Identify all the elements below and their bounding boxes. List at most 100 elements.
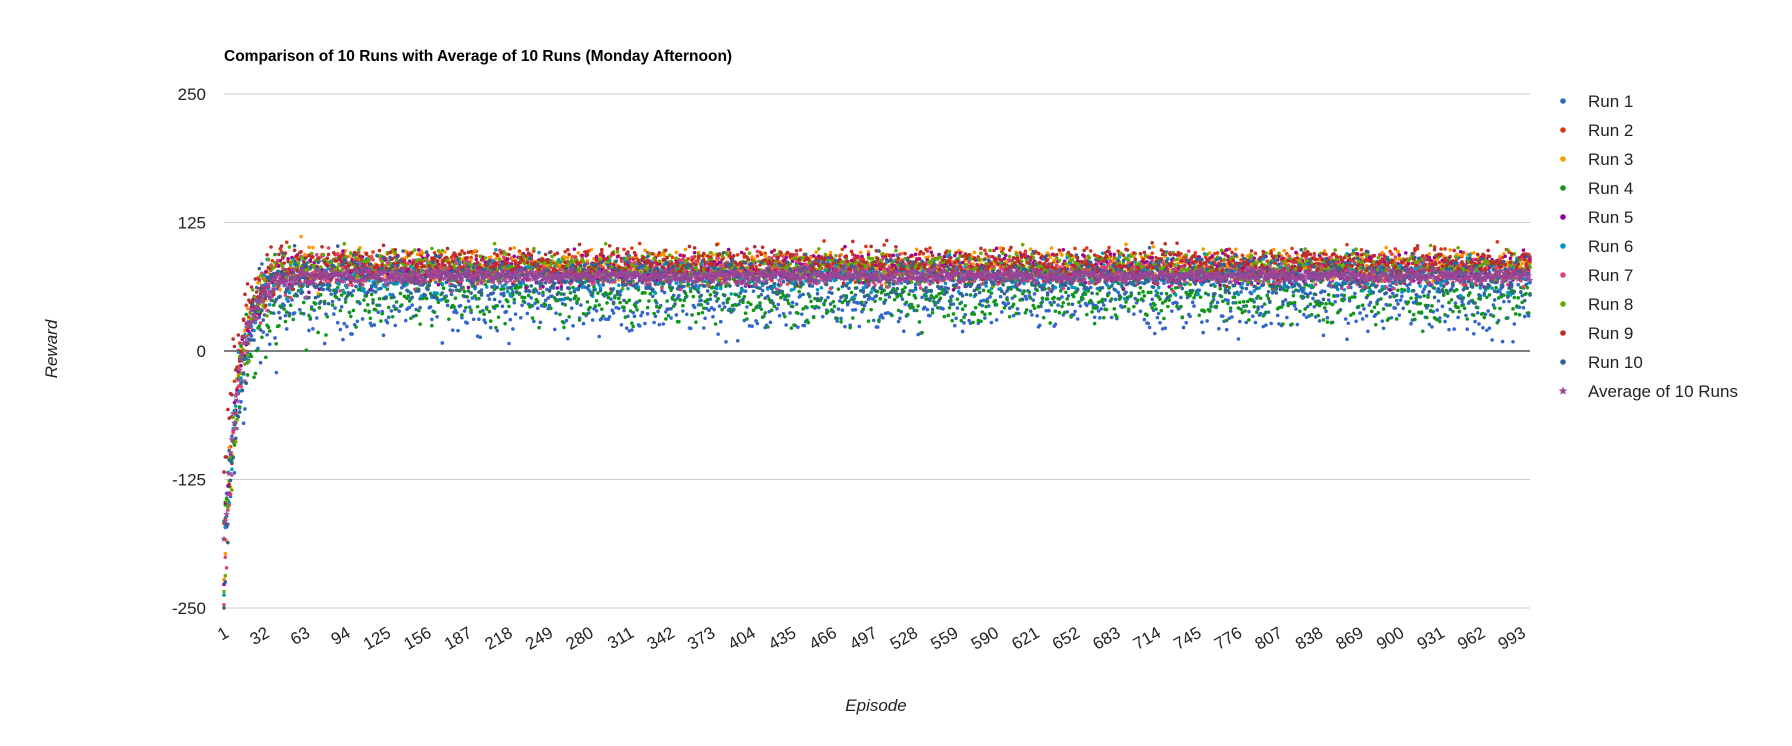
run-point xyxy=(619,323,624,327)
run-point xyxy=(299,311,303,316)
run-point xyxy=(1445,291,1450,296)
run-point xyxy=(971,262,975,266)
run-point xyxy=(1100,297,1105,302)
run-point xyxy=(826,309,830,314)
run-point xyxy=(252,375,256,380)
run-point xyxy=(755,304,760,308)
run-point xyxy=(486,293,490,298)
run-point xyxy=(822,302,826,307)
run-point xyxy=(915,308,919,313)
run-point xyxy=(1179,304,1183,309)
run-point xyxy=(554,311,558,315)
run-point xyxy=(575,299,579,304)
run-point xyxy=(535,306,540,311)
run-point xyxy=(810,304,815,309)
run-point xyxy=(690,313,694,317)
run-point xyxy=(1234,300,1238,305)
run-point xyxy=(809,299,813,304)
run-point xyxy=(1520,261,1524,266)
run-point xyxy=(430,317,434,322)
run-point xyxy=(606,295,611,300)
run-point xyxy=(1495,320,1500,325)
run-point xyxy=(555,298,560,303)
run-point xyxy=(1321,333,1326,338)
run-point xyxy=(1317,303,1322,308)
run-point xyxy=(1291,293,1296,298)
run-point xyxy=(1302,312,1306,317)
run-point xyxy=(742,318,747,323)
run-point xyxy=(1006,301,1011,306)
run-point xyxy=(245,373,250,377)
run-point xyxy=(1262,302,1267,306)
chart-title: Comparison of 10 Runs with Average of 10… xyxy=(224,48,732,65)
run-point xyxy=(618,300,622,305)
run-point xyxy=(664,317,668,321)
run-point xyxy=(477,317,481,322)
run-point xyxy=(716,297,720,301)
run-point xyxy=(1215,251,1220,255)
run-point xyxy=(1373,322,1378,327)
run-point xyxy=(1451,309,1455,314)
run-point xyxy=(466,285,471,290)
run-point xyxy=(1002,306,1007,310)
run-point xyxy=(1202,309,1207,314)
run-point xyxy=(1023,311,1028,315)
run-point xyxy=(1325,316,1330,320)
run-point xyxy=(622,305,626,310)
run-point xyxy=(309,307,314,311)
run-point xyxy=(541,293,545,298)
run-point xyxy=(772,304,777,309)
run-point xyxy=(984,304,988,309)
run-point xyxy=(1028,247,1033,251)
run-point xyxy=(1090,310,1094,314)
run-point xyxy=(704,306,709,311)
run-point xyxy=(244,303,249,308)
run-point xyxy=(797,289,802,294)
run-point xyxy=(1159,291,1164,296)
run-point xyxy=(1343,317,1348,321)
run-point xyxy=(1053,322,1058,327)
run-point xyxy=(373,307,378,312)
run-point xyxy=(1381,326,1386,331)
run-point xyxy=(1251,298,1255,302)
data-points xyxy=(220,234,1534,610)
run-point xyxy=(1094,306,1098,310)
run-point xyxy=(566,296,570,301)
run-point xyxy=(386,305,391,310)
run-point xyxy=(840,308,845,312)
run-point xyxy=(367,310,371,314)
run-point xyxy=(1261,324,1266,329)
run-point xyxy=(1224,327,1229,332)
run-point xyxy=(505,257,510,261)
run-point xyxy=(1163,326,1168,330)
run-point xyxy=(1027,290,1032,295)
run-point xyxy=(1522,314,1527,319)
run-point xyxy=(1231,301,1236,305)
run-point xyxy=(1359,247,1364,252)
run-point xyxy=(1224,248,1229,252)
run-point xyxy=(239,363,243,368)
run-point xyxy=(726,247,731,252)
run-point xyxy=(389,309,394,313)
run-point xyxy=(1406,300,1411,304)
run-point xyxy=(891,253,896,258)
run-point xyxy=(372,323,377,327)
run-point xyxy=(1435,308,1439,312)
run-point xyxy=(465,321,469,325)
run-point xyxy=(475,304,480,309)
run-point xyxy=(882,243,886,247)
run-point xyxy=(1456,305,1460,310)
run-point xyxy=(909,253,914,258)
run-point xyxy=(1203,255,1208,260)
run-point xyxy=(912,308,917,313)
run-point xyxy=(241,421,246,426)
run-point xyxy=(902,329,906,334)
run-point xyxy=(1512,322,1517,326)
run-point xyxy=(1512,295,1517,300)
run-point xyxy=(566,256,570,260)
run-point xyxy=(790,304,795,309)
run-point xyxy=(1028,296,1033,300)
run-point xyxy=(607,314,612,319)
run-point xyxy=(226,484,230,488)
run-point xyxy=(1418,301,1422,306)
